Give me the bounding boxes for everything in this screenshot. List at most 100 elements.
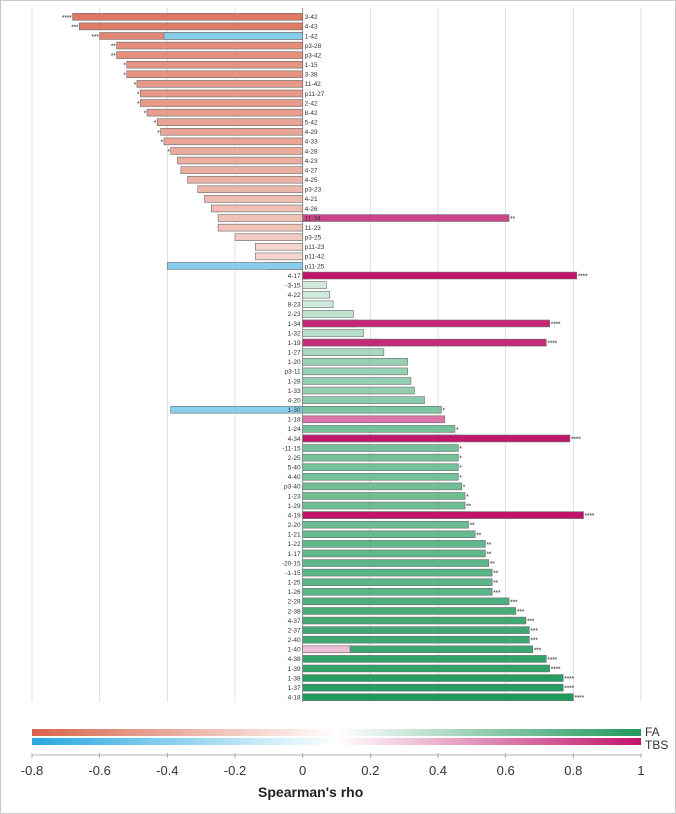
category-label-1-42: 1-42 bbox=[305, 33, 318, 40]
sig-fa-p3-40: * bbox=[463, 484, 466, 491]
category-label-2-25: 2-25 bbox=[288, 455, 301, 462]
legend-fa-gradient bbox=[32, 729, 641, 736]
bar-fa-1-33 bbox=[302, 386, 415, 395]
sig-fa-1-17: ** bbox=[486, 551, 491, 558]
x-tick-label-6: 0.4 bbox=[429, 763, 447, 778]
category-label-1-19: 1-19 bbox=[288, 340, 301, 347]
sig-fa-2-37: *** bbox=[530, 628, 538, 635]
category-label-4-26: 4-26 bbox=[305, 206, 318, 213]
sig-fa--1-15: ** bbox=[493, 571, 498, 578]
category-label--20-15: -20-15 bbox=[282, 560, 301, 567]
bar-tbs-11-34 bbox=[302, 214, 510, 222]
legend-fa-label: FA bbox=[645, 725, 660, 739]
bar-fa-4-26 bbox=[211, 204, 303, 213]
category-label-4-33: 4-33 bbox=[305, 139, 318, 146]
sig-fa-3-38: * bbox=[123, 72, 126, 79]
bar-fa-4-21 bbox=[204, 195, 303, 203]
sig-tbs-4-19: **** bbox=[584, 513, 594, 520]
sig-fa-1-25: ** bbox=[493, 580, 498, 587]
bar-fa-4-22 bbox=[302, 290, 331, 299]
category-label-2-40: 2-40 bbox=[288, 637, 301, 644]
x-tick-label-4: 0 bbox=[299, 763, 306, 778]
bar-fa-1-15 bbox=[126, 60, 303, 69]
bar-fa-11-23 bbox=[217, 223, 303, 232]
sig-fa--11-15: * bbox=[459, 446, 462, 453]
category-label-1-38: 1-38 bbox=[288, 675, 301, 682]
category-label-p3-25: p3-25 bbox=[305, 235, 322, 242]
bar-fa-2-37 bbox=[302, 626, 530, 634]
bar-tbs-1-40 bbox=[302, 645, 351, 654]
bar-fa-8-23 bbox=[302, 300, 334, 309]
category-label-4-28: 4-28 bbox=[305, 148, 318, 155]
category-label-4-22: 4-22 bbox=[288, 292, 301, 299]
bar-fa-1-27 bbox=[302, 348, 385, 356]
sig-tbs-1-34: **** bbox=[551, 321, 561, 328]
category-label-4-21: 4-21 bbox=[305, 196, 318, 203]
category-label-1-39: 1-39 bbox=[288, 666, 301, 673]
bar-fa--3-15 bbox=[302, 281, 327, 289]
category-label-2-28: 2-28 bbox=[288, 599, 301, 606]
bar-fa-1-23 bbox=[302, 492, 466, 500]
x-tick-label-9: 1 bbox=[637, 763, 644, 778]
sig-fa-1-22: ** bbox=[486, 542, 491, 549]
bar-fa-4-43 bbox=[79, 22, 303, 31]
x-tick-label-2: -0.4 bbox=[156, 763, 178, 778]
x-tick-label-0: -0.8 bbox=[21, 763, 43, 778]
category-label-3-42: 3-42 bbox=[305, 14, 318, 21]
bar-fa-4-38 bbox=[302, 655, 547, 663]
sig-fa-2-20: ** bbox=[469, 523, 474, 530]
category-label-1-20: 1-20 bbox=[288, 359, 301, 366]
sig-fa-1-30: * bbox=[442, 408, 445, 415]
bar-tbs-1-18 bbox=[302, 415, 446, 424]
bar-fa-2-42 bbox=[139, 99, 303, 107]
sig-tbs-1-19: **** bbox=[547, 341, 557, 348]
bar-fa-p11-23 bbox=[255, 243, 303, 251]
category-label-8-42: 8-42 bbox=[305, 110, 318, 117]
sig-fa-1-24: * bbox=[456, 427, 459, 434]
category-label-4-43: 4-43 bbox=[305, 24, 318, 31]
category-label-1-33: 1-33 bbox=[288, 388, 301, 395]
sig-fa-1-39: **** bbox=[551, 666, 561, 673]
category-label-4-40: 4-40 bbox=[288, 474, 301, 481]
bar-fa-1-22 bbox=[302, 540, 486, 548]
x-tick-label-8: 0.8 bbox=[564, 763, 582, 778]
bar-fa-p3-40 bbox=[302, 482, 462, 491]
category-label-2-37: 2-37 bbox=[288, 627, 301, 634]
category-label-4-25: 4-25 bbox=[305, 177, 318, 184]
bar-fa-p3-42 bbox=[116, 51, 303, 59]
category-label-4-37: 4-37 bbox=[288, 618, 301, 625]
sig-fa-11-42: * bbox=[133, 82, 136, 89]
bar-fa-p11-42 bbox=[255, 252, 303, 261]
category-label-1-40: 1-40 bbox=[288, 647, 301, 654]
bar-fa-p3-25 bbox=[234, 233, 303, 241]
category-label-1-26: 1-26 bbox=[288, 589, 301, 596]
bar-tbs-1-19 bbox=[302, 338, 547, 347]
bar-fa-11-42 bbox=[136, 80, 303, 88]
category-label-1-30: 1-30 bbox=[288, 407, 301, 414]
bar-fa-4-23 bbox=[177, 156, 303, 165]
category-label-p11-42: p11-42 bbox=[305, 254, 325, 261]
sig-fa-2-38: *** bbox=[517, 609, 525, 616]
category-label-1-23: 1-23 bbox=[288, 493, 301, 500]
bar-fa-4-18 bbox=[302, 693, 574, 701]
sig-fa-4-29: * bbox=[157, 130, 160, 137]
bar-tbs-4-19 bbox=[302, 511, 584, 519]
category-label-1-29: 1-29 bbox=[288, 503, 301, 510]
category-label-p11-27: p11-27 bbox=[305, 91, 325, 98]
category-label-11-34: 11-34 bbox=[305, 215, 322, 222]
category-label-1-15: 1-15 bbox=[305, 62, 318, 69]
x-tick-label-3: -0.2 bbox=[224, 763, 246, 778]
category-label-p11-25: p11-25 bbox=[305, 263, 325, 270]
bar-fa-1-38 bbox=[302, 674, 564, 682]
sig-fa-5-40: * bbox=[459, 465, 462, 472]
sig-fa-4-38: **** bbox=[547, 657, 557, 664]
legend-tbs-label: TBS bbox=[645, 738, 668, 752]
category-label--3-15: -3-15 bbox=[285, 282, 301, 289]
legend-tbs-gradient bbox=[32, 738, 641, 745]
sig-fa-5-42: * bbox=[154, 120, 157, 127]
category-label-1-28: 1-28 bbox=[288, 378, 301, 385]
bar-fa-2-40 bbox=[302, 635, 530, 644]
sig-fa-2-40: *** bbox=[530, 638, 538, 645]
x-tick-label-1: -0.6 bbox=[88, 763, 110, 778]
